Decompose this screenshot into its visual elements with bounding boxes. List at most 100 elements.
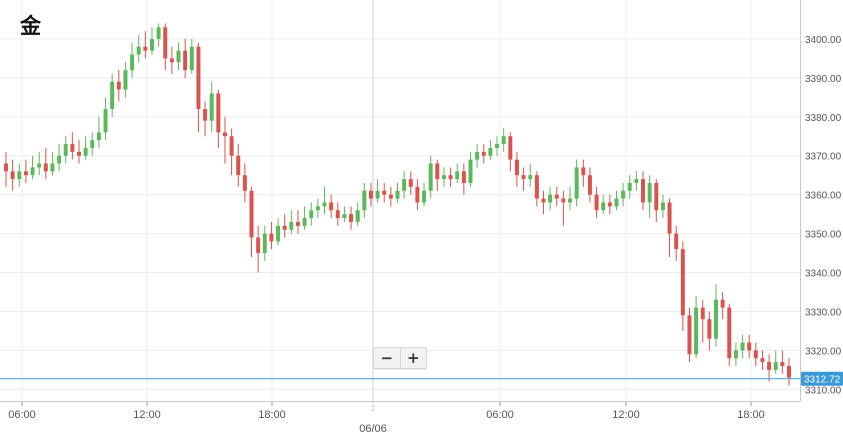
candle xyxy=(176,42,181,71)
candle-body xyxy=(773,362,778,370)
candle xyxy=(90,132,95,156)
candle xyxy=(660,194,665,219)
candle xyxy=(654,179,659,222)
candle xyxy=(740,334,745,359)
candle-body xyxy=(415,186,420,203)
candle-body xyxy=(249,190,254,238)
candle-body xyxy=(634,179,639,183)
candle-body xyxy=(528,175,533,180)
candle-body xyxy=(461,171,466,183)
candle xyxy=(342,206,347,222)
candle xyxy=(461,163,466,195)
candle xyxy=(787,358,791,386)
candle-body xyxy=(727,307,732,359)
candle xyxy=(63,136,68,164)
zoom-in-button[interactable]: + xyxy=(399,348,427,368)
zoom-out-button[interactable]: − xyxy=(380,349,394,367)
candle xyxy=(561,190,566,226)
candle-body xyxy=(740,342,745,351)
candle-body xyxy=(269,233,274,242)
candle-body xyxy=(169,58,174,63)
candle-body xyxy=(355,210,360,222)
candle-body xyxy=(581,167,586,176)
candle-body xyxy=(302,218,307,226)
candle-body xyxy=(714,299,718,339)
candle-body xyxy=(388,194,393,199)
candle-body xyxy=(229,136,234,156)
candle-body xyxy=(163,27,168,59)
y-tick-label: 3330.00 xyxy=(805,307,842,318)
candle-body xyxy=(349,214,354,222)
candle xyxy=(594,186,599,219)
candle xyxy=(521,167,526,191)
candle-body xyxy=(322,202,327,207)
candle xyxy=(395,182,400,203)
candle xyxy=(495,136,500,156)
x-tick-label: 12:00 xyxy=(133,409,161,421)
candle-body xyxy=(647,182,652,203)
candle xyxy=(222,116,227,164)
candle xyxy=(422,182,427,207)
candle xyxy=(415,179,420,211)
candle xyxy=(10,159,15,191)
candle-body xyxy=(70,144,75,152)
candle xyxy=(4,151,8,187)
candle-body xyxy=(382,190,387,195)
candle xyxy=(714,284,718,347)
candle xyxy=(780,350,785,374)
candle xyxy=(362,182,367,219)
candle xyxy=(641,171,646,211)
candle xyxy=(720,291,725,320)
candle xyxy=(408,171,413,195)
candle-body xyxy=(687,315,692,355)
candle xyxy=(707,311,712,351)
candle xyxy=(209,81,214,133)
candle xyxy=(634,171,639,191)
candle xyxy=(289,210,294,234)
x-tick-label: 12:00 xyxy=(612,409,640,421)
candle xyxy=(136,35,141,63)
candle-body xyxy=(77,151,81,156)
candle xyxy=(554,186,559,207)
x-tick-label: 06:00 xyxy=(486,409,514,421)
candle xyxy=(269,221,274,250)
candle xyxy=(727,303,732,366)
candle-body xyxy=(103,109,108,133)
candle-body xyxy=(309,210,314,219)
candle-body xyxy=(614,198,619,207)
candle xyxy=(388,186,393,207)
candle-body xyxy=(368,190,373,199)
candle-body xyxy=(760,358,765,363)
candle xyxy=(587,167,592,203)
candle-body xyxy=(481,151,486,156)
candle-body xyxy=(780,362,785,366)
candle xyxy=(382,182,387,203)
y-tick-label: 3370.00 xyxy=(805,152,842,163)
candle xyxy=(488,140,493,160)
candle xyxy=(295,210,300,234)
candle xyxy=(667,198,672,257)
candle xyxy=(448,167,453,187)
candle-body xyxy=(514,159,519,176)
candle-body xyxy=(362,190,367,211)
candle xyxy=(183,38,188,78)
candle-body xyxy=(176,50,181,63)
candle-body xyxy=(189,46,194,71)
candle-body xyxy=(627,182,632,191)
zoom-controls: − + xyxy=(373,347,427,369)
candle-body xyxy=(136,46,141,55)
candle xyxy=(229,128,234,176)
candle xyxy=(700,299,705,343)
candle xyxy=(441,167,446,187)
candle xyxy=(607,194,612,215)
candle xyxy=(534,171,539,207)
candle-body xyxy=(63,144,68,156)
candle-body xyxy=(720,299,725,308)
candle xyxy=(116,70,121,102)
candle xyxy=(30,155,35,180)
x-tick-label: 06:00 xyxy=(8,409,36,421)
candle xyxy=(329,194,334,219)
candle-body xyxy=(435,163,440,180)
candle xyxy=(23,159,28,183)
candle-body xyxy=(256,237,261,254)
